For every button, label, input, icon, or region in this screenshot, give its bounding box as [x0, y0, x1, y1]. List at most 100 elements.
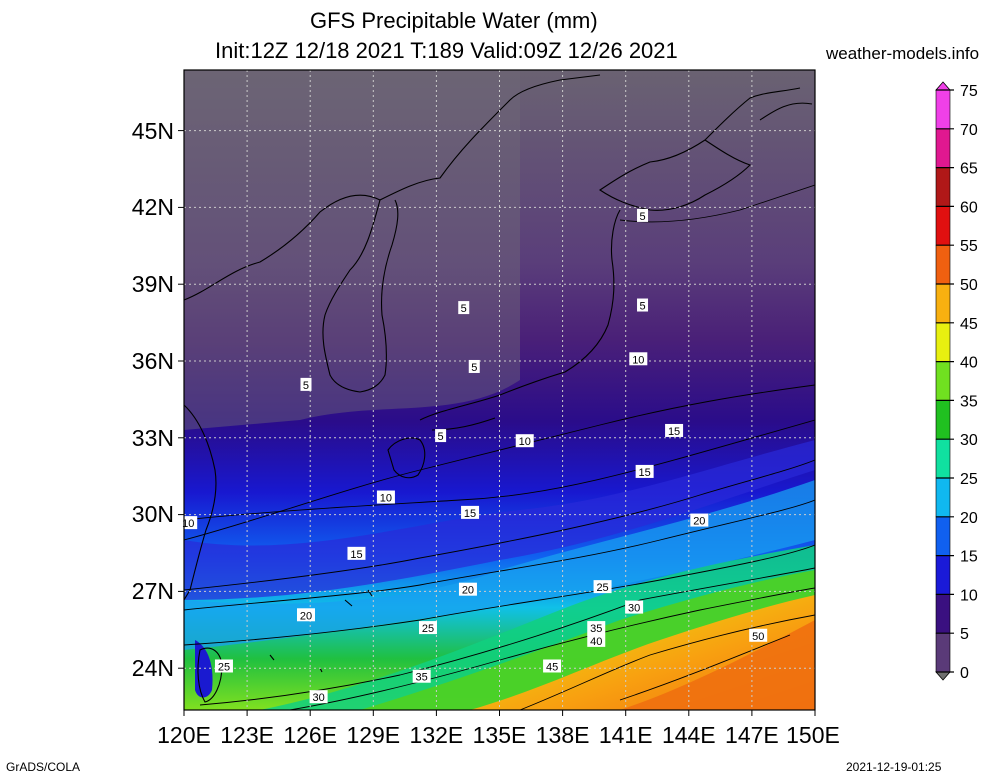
contour-label-text: 5 [438, 431, 444, 443]
contour-label: 15 [665, 423, 684, 438]
colorbar-label: 40 [960, 355, 978, 372]
contour-label: 15 [347, 546, 366, 561]
contour-label: 5 [637, 298, 649, 313]
colorbar-swatch [935, 594, 951, 634]
contour-label: 50 [749, 628, 768, 643]
colorbar-label: 30 [960, 432, 978, 449]
contour-label: 5 [468, 359, 480, 374]
colorbar-label: 45 [960, 316, 978, 333]
contour-label-text: 15 [464, 508, 476, 520]
lon-label-129e: 129E [346, 722, 400, 748]
contour-label: 5 [300, 377, 312, 392]
contour-label-text: 25 [218, 661, 230, 673]
lat-label-27n: 27N [132, 578, 174, 604]
lat-label-42n: 42N [132, 194, 174, 220]
colorbar-label: 25 [960, 471, 978, 488]
lon-label-147e: 147E [725, 722, 779, 748]
contour-labels: 5 5 5 5 5 5 10 10 10 10 15 15 15 15 20 20 20 25 25 25 30 30 35… [179, 208, 768, 704]
contour-label-text: 10 [519, 436, 531, 448]
contour-label: 10 [515, 434, 534, 448]
contour-label-text: 50 [752, 631, 764, 643]
contour-label-text: 5 [639, 301, 645, 313]
colorbar-swatch [935, 516, 951, 556]
contour-label-text: 20 [300, 610, 312, 622]
contour-label-text: 35 [590, 623, 602, 635]
lat-label-30n: 30N [132, 501, 174, 527]
lon-label-138e: 138E [536, 722, 590, 748]
contour-label: 10 [179, 516, 198, 530]
contour-label-text: 45 [546, 661, 558, 673]
lon-label-135e: 135E [473, 722, 527, 748]
lon-label-144e: 144E [662, 722, 716, 748]
colorbar-swatch [935, 89, 951, 130]
contour-label: 35 [412, 669, 431, 684]
colorbar-high-arrow [935, 81, 951, 91]
colorbar-label: 15 [960, 549, 978, 566]
contour-label-text: 5 [639, 211, 645, 223]
colorbar-swatch [935, 322, 951, 362]
colorbar-label: 35 [960, 393, 978, 410]
colorbar-swatch [935, 438, 951, 479]
colorbar-label: 0 [960, 665, 969, 682]
colorbar-label: 75 [960, 83, 978, 100]
contour-label: 20 [296, 608, 315, 622]
contour-label-text: 10 [632, 354, 644, 366]
contour-label-text: 15 [639, 467, 651, 479]
colorbar-swatch [935, 206, 951, 246]
lat-label-33n: 33N [132, 425, 174, 451]
contour-label: 30 [625, 600, 644, 615]
colorbar-swatch [935, 361, 951, 401]
colorbar-swatch [935, 167, 951, 207]
colorbar-swatch [935, 632, 951, 673]
contour-label-text: 5 [303, 380, 309, 392]
contour-label-text: 25 [422, 623, 434, 635]
contour-label-text: 15 [668, 426, 680, 438]
contour-label-text: 25 [596, 582, 608, 594]
contour-label: 10 [629, 352, 648, 366]
chart-title: GFS Precipitable Water (mm) [310, 8, 598, 33]
contour-label: 25 [418, 621, 437, 635]
colorbar-label: 5 [960, 626, 969, 643]
lat-label-24n: 24N [132, 655, 174, 681]
colorbar: 0 5 10 15 20 25 30 35 40 45 50 55 60 65 70 75 [935, 81, 978, 682]
contour-label-text: 20 [462, 585, 474, 597]
contour-label-text: 30 [312, 692, 324, 704]
lon-label-120e: 120E [157, 722, 211, 748]
site-name: weather-models.info [826, 44, 980, 63]
colorbar-label: 50 [960, 277, 978, 294]
lat-label-36n: 36N [132, 348, 174, 374]
coastlines [184, 74, 813, 703]
contour-label: 45 [543, 659, 562, 673]
lat-label-39n: 39N [132, 271, 174, 297]
contour-label-text: 40 [590, 636, 602, 648]
contour-label-text: 10 [380, 493, 392, 505]
colorbar-label: 55 [960, 238, 978, 255]
contour-label-text: 20 [693, 516, 705, 528]
contour-label: 30 [309, 690, 328, 704]
lon-label-126e: 126E [283, 722, 337, 748]
contour-label-text: 5 [461, 303, 467, 315]
chart-subtitle: Init:12Z 12/18 2021 T:189 Valid:09Z 12/2… [215, 38, 678, 63]
contour-label: 5 [458, 301, 470, 315]
footer-timestamp: 2021-12-19-01:25 [846, 760, 942, 774]
lon-label-132e: 132E [410, 722, 464, 748]
contour-label: 10 [376, 490, 395, 505]
colorbar-swatch [935, 283, 951, 324]
colorbar-label: 70 [960, 122, 978, 139]
colorbar-swatch [935, 244, 951, 285]
contour-label: 35 [587, 621, 606, 635]
contour-label: 15 [461, 505, 480, 520]
contour-label: 20 [690, 513, 709, 528]
contour-label: 5 [637, 208, 649, 223]
colorbar-label: 60 [960, 199, 978, 216]
colorbar-swatch [935, 477, 951, 518]
colorbar-label: 65 [960, 161, 978, 178]
lon-label-141e: 141E [599, 722, 653, 748]
lat-label-45n: 45N [132, 118, 174, 144]
colorbar-low-arrow [935, 671, 951, 681]
contour-label-text: 35 [416, 672, 428, 684]
contour-label-text: 10 [182, 518, 194, 530]
contour-label: 20 [458, 582, 477, 597]
contour-lines [184, 184, 815, 710]
colorbar-swatch [935, 128, 951, 168]
